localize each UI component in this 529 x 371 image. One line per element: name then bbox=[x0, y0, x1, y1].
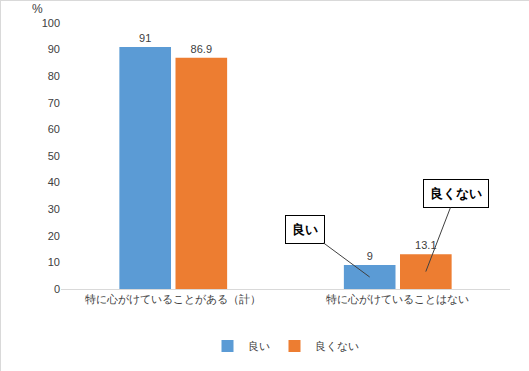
svg-text:50: 50 bbox=[48, 150, 60, 162]
svg-text:%: % bbox=[32, 2, 43, 16]
svg-text:60: 60 bbox=[48, 123, 60, 135]
svg-text:20: 20 bbox=[48, 230, 60, 242]
svg-text:9: 9 bbox=[367, 250, 373, 262]
svg-text:91: 91 bbox=[139, 32, 151, 44]
svg-text:100: 100 bbox=[42, 17, 60, 29]
svg-text:良い: 良い bbox=[248, 340, 270, 352]
svg-text:特に心がけていることがある（計）: 特に心がけていることがある（計） bbox=[85, 293, 261, 306]
svg-text:10: 10 bbox=[48, 256, 60, 268]
svg-text:0: 0 bbox=[54, 283, 60, 295]
svg-text:86.9: 86.9 bbox=[191, 43, 212, 55]
svg-text:13.1: 13.1 bbox=[415, 239, 436, 251]
svg-text:良い: 良い bbox=[292, 222, 318, 237]
svg-text:40: 40 bbox=[48, 176, 60, 188]
svg-text:特に心がけていることはない: 特に心がけていることはない bbox=[326, 293, 469, 306]
svg-text:80: 80 bbox=[48, 70, 60, 82]
svg-text:90: 90 bbox=[48, 43, 60, 55]
svg-text:70: 70 bbox=[48, 97, 60, 109]
svg-text:良くない: 良くない bbox=[430, 186, 482, 201]
svg-text:良くない: 良くない bbox=[315, 340, 359, 352]
svg-text:30: 30 bbox=[48, 203, 60, 215]
